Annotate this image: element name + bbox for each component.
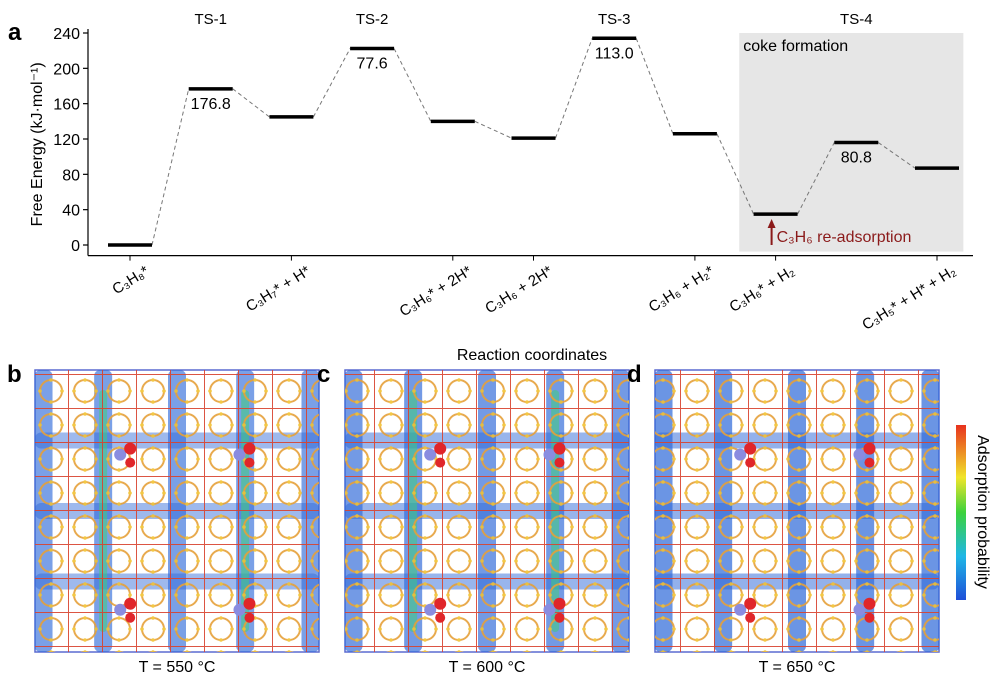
framework (35, 370, 319, 652)
molecule-atom (243, 598, 255, 610)
panel-label: b (7, 361, 22, 388)
molecule-atom (745, 613, 755, 623)
shade-label: coke formation (743, 38, 848, 55)
y-tick-label: 40 (62, 203, 80, 220)
ts-label: TS-1 (194, 11, 227, 28)
x-tick-label: C₃H₆* + 2H* (397, 262, 475, 320)
barrier-label: 176.8 (191, 96, 231, 113)
y-tick-label: 80 (62, 167, 80, 184)
molecule-atom (434, 443, 446, 455)
x-tick-label: C₃H₇* + H* (243, 262, 314, 315)
connector (233, 89, 270, 117)
molecule-atom (125, 458, 135, 468)
connector (394, 49, 431, 122)
x-tick-label: C₃H₈* (109, 262, 152, 298)
density-panel (345, 370, 630, 652)
barrier-label: 77.6 (357, 56, 388, 73)
molecule-atom (124, 443, 136, 455)
molecule-atom (424, 604, 436, 616)
molecule-atom (734, 449, 746, 461)
y-tick-label: 240 (53, 26, 80, 43)
y-tick-label: 200 (53, 61, 80, 78)
panel-label: c (317, 361, 330, 388)
molecule-atom (864, 458, 874, 468)
molecule-atom (243, 443, 255, 455)
y-tick-label: 120 (53, 132, 80, 149)
figure: coke formation a Free Energy (kJ·mol⁻¹) Rea… (0, 0, 990, 677)
x-axis-title: Reaction coordinates (457, 347, 607, 364)
molecule-atom (554, 613, 564, 623)
framework (655, 370, 939, 652)
molecule-atom (233, 449, 245, 461)
molecule-atom (114, 449, 126, 461)
barrier-label: 80.8 (841, 150, 872, 167)
panel-label: a (8, 19, 22, 46)
molecule-atom (114, 604, 126, 616)
y-tick-label: 0 (71, 238, 80, 255)
framework (345, 370, 629, 652)
molecule-atom (233, 604, 245, 616)
molecule-atom (435, 613, 445, 623)
x-tick-label: C₃H₅* + H* + H₂ (859, 262, 959, 333)
annotation: C₃H₆ re-adsorption (777, 229, 912, 246)
y-tick-label: 160 (53, 97, 80, 114)
colorbar (956, 425, 966, 600)
density-panel (35, 370, 320, 652)
connector (152, 89, 189, 245)
molecule-atom (745, 458, 755, 468)
x-tick-label: C₃H₆ + 2H* (482, 262, 556, 317)
density-panel (655, 370, 940, 652)
molecule-atom (863, 443, 875, 455)
molecule-atom (863, 598, 875, 610)
molecule-atom (424, 449, 436, 461)
x-tick-label: C₃H₆ + H₂* (646, 262, 717, 315)
panel-label: d (627, 361, 642, 388)
molecule-atom (244, 458, 254, 468)
connector (475, 121, 512, 138)
molecule-atom (734, 604, 746, 616)
panel-caption: T = 600 °C (449, 659, 526, 676)
molecule-atom (853, 604, 865, 616)
connector (556, 38, 593, 138)
molecule-atom (244, 613, 254, 623)
ts-label: TS-3 (598, 11, 631, 28)
molecule-atom (124, 598, 136, 610)
molecule-atom (434, 598, 446, 610)
panel-caption: T = 650 °C (759, 659, 836, 676)
colorbar-label: Adsorption probability (974, 435, 990, 589)
molecule-atom (744, 598, 756, 610)
panel-caption: T = 550 °C (139, 659, 216, 676)
y-axis-title: Free Energy (kJ·mol⁻¹) (29, 62, 46, 226)
x-tick-label: C₃H₆* + H₂ (726, 262, 797, 315)
molecule-atom (553, 598, 565, 610)
connector (636, 38, 673, 133)
barrier-label: 113.0 (595, 45, 634, 62)
molecule-atom (543, 604, 555, 616)
ts-label: TS-2 (356, 11, 389, 28)
molecule-atom (853, 449, 865, 461)
molecule-atom (864, 613, 874, 623)
molecule-atom (543, 449, 555, 461)
molecule-atom (125, 613, 135, 623)
molecule-atom (744, 443, 756, 455)
connector (313, 49, 350, 117)
ts-label: TS-4 (840, 11, 873, 28)
molecule-atom (554, 458, 564, 468)
molecule-atom (553, 443, 565, 455)
molecule-atom (435, 458, 445, 468)
